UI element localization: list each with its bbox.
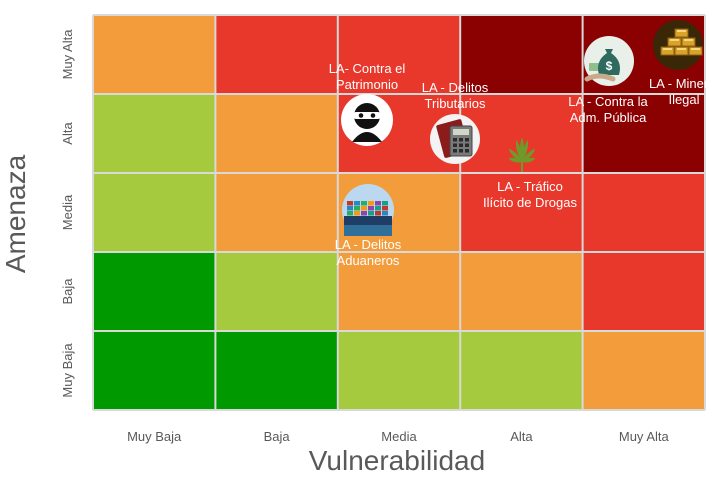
heatmap-grid: [92, 14, 706, 411]
money-bag-icon: $: [584, 36, 634, 86]
y-tick-label: Muy Alta: [60, 29, 75, 80]
heatmap-cell: [337, 331, 461, 410]
gold-bars-icon: [653, 20, 703, 70]
heatmap-cell: [337, 252, 461, 331]
risk-labels: LA- Contra el Patrimonio LA - Delitos Tribu…: [329, 61, 720, 268]
x-tick-label: Muy Alta: [619, 429, 670, 444]
heatmap-cell: [460, 252, 583, 331]
risk-label: LA - Delitos Tributarios: [422, 80, 489, 111]
x-axis-ticks: Muy Baja Baja Media Alta Muy Alta: [127, 429, 669, 444]
risk-icons: $: [341, 20, 703, 236]
y-axis-title: Amenaza: [0, 154, 31, 273]
cannabis-leaf-icon: [508, 137, 536, 172]
y-axis-ticks: Muy Baja Baja Media Alta Muy Alta: [60, 29, 75, 398]
y-tick-label: Baja: [60, 278, 75, 305]
x-tick-label: Media: [381, 429, 417, 444]
heatmap-cell: [460, 15, 583, 94]
risk-label: LA - Minería Ilegal: [649, 76, 720, 107]
y-tick-label: Muy Baja: [60, 343, 75, 398]
heatmap-cell: [582, 252, 705, 331]
heatmap-cell: [93, 252, 216, 331]
risk-label: LA - Contra la Adm. Pública: [568, 94, 648, 125]
heatmap-cell: [460, 173, 583, 252]
risk-label: LA - Tráfico Ilícito de Drogas: [483, 179, 577, 210]
heatmap-cell: [93, 15, 216, 94]
x-tick-label: Muy Baja: [127, 429, 182, 444]
heatmap-cell: [215, 15, 338, 94]
y-tick-label: Alta: [60, 122, 75, 145]
heatmap-cell: [582, 94, 705, 173]
heatmap-cell: [215, 331, 338, 410]
heatmap-cell: [93, 331, 216, 410]
heatmap-cell: [215, 94, 338, 173]
thief-icon: [341, 94, 393, 146]
heatmap-cell: [215, 252, 338, 331]
heatmap-cell: [582, 173, 705, 252]
risk-label: LA- Contra el Patrimonio: [329, 61, 406, 92]
heatmap-cell: [337, 15, 461, 94]
cargo-ship-icon: [342, 184, 394, 236]
x-axis-title: Vulnerabilidad: [309, 445, 485, 476]
heatmap-cell: [93, 173, 216, 252]
risk-label: LA - Delitos Aduaneros: [335, 237, 402, 268]
heatmap-cell: [215, 173, 338, 252]
heatmap-cell: [93, 94, 216, 173]
y-tick-label: Media: [60, 194, 75, 230]
x-tick-label: Baja: [264, 429, 291, 444]
heatmap-cell: [582, 331, 705, 410]
x-tick-label: Alta: [510, 429, 533, 444]
svg-text:$: $: [606, 59, 613, 73]
heatmap-cell: [460, 331, 583, 410]
calculator-icon: [430, 114, 480, 164]
